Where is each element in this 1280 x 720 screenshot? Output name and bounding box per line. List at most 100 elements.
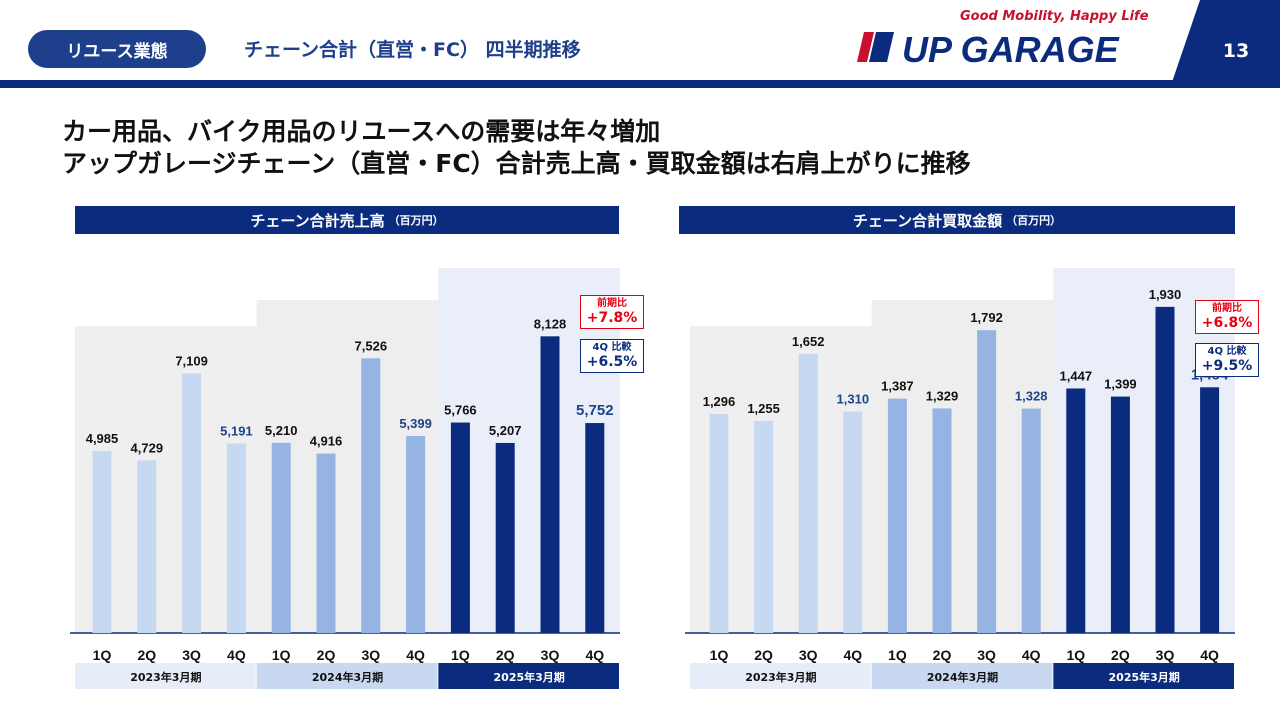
chart-purchases-unit: （百万円） [1006,214,1062,227]
x-tick-label: 1Q [451,647,470,663]
data-label: 1,447 [1060,368,1093,383]
period-label-band [256,663,438,689]
4q-badge-label: 4Q 比較 [592,342,632,353]
bar [1200,387,1220,633]
data-label: 4,985 [86,431,119,446]
chart-sales-plot: 4,985 1Q 4,729 2Q 7,109 3Q 5,191 4Q 5,210 1Q 4,916… [70,268,620,689]
data-label: 1,652 [792,334,825,349]
x-tick-label: 2Q [933,647,952,663]
headline-line-2: アップガレージチェーン（直営・FC）合計売上高・買取金額は右肩上がりに推移 [62,149,971,178]
bar [316,453,336,633]
bar [540,336,560,633]
yoy-badge-label: 前期比 [1212,303,1242,314]
bar [406,435,426,633]
bar [137,460,157,633]
data-label: 1,310 [837,392,870,407]
period-label: 2023年3月期 [130,670,201,684]
page-number: 13 [1222,40,1250,62]
up-garage-logo: UP GARAGE [857,29,1120,70]
bar [843,411,863,633]
chart-sales-4q-badge: 4Q 比較 +6.5% [580,339,644,373]
x-tick-label: 4Q [1022,647,1041,663]
chart-sales: 4,985 1Q 4,729 2Q 7,109 3Q 5,191 4Q 5,210 1Q 4,916… [0,200,644,700]
period-label: 2024年3月期 [927,670,998,684]
x-tick-label: 3Q [361,647,380,663]
data-label: 7,526 [355,338,388,353]
x-tick-label: 2Q [496,647,515,663]
chart-purchases-yoy-badge: 前期比 +6.8% [1195,300,1259,334]
bar [1155,306,1175,633]
page-title: チェーン合計（直営・FC） 四半期推移 [244,39,581,61]
yoy-badge-value: +7.8% [586,309,638,326]
x-tick-label: 3Q [799,647,818,663]
4q-badge-value: +9.5% [1201,357,1253,374]
bar [754,420,774,633]
bar [92,451,112,633]
x-tick-label: 2Q [1111,647,1130,663]
chart-sales-title-text: チェーン合計売上高 [250,211,385,230]
period-label-band [690,663,871,689]
x-tick-label: 3Q [977,647,996,663]
data-label: 5,766 [444,403,477,418]
x-tick-label: 1Q [1066,647,1085,663]
x-tick-label: 4Q [406,647,425,663]
bar [585,423,605,633]
bar [361,358,381,633]
data-label: 5,191 [220,424,253,439]
data-label: 4,916 [310,434,343,449]
bar [932,408,952,633]
data-label: 5,210 [265,423,298,438]
data-label: 5,752 [576,402,614,419]
period-label: 2024年3月期 [312,670,383,684]
x-tick-label: 4Q [843,647,862,663]
logo-text: UP GARAGE [902,29,1120,70]
x-tick-label: 2Q [137,647,156,663]
data-label: 1,399 [1104,377,1137,392]
chart-purchases-title: チェーン合計買取金額 （百万円） [679,206,1235,234]
x-tick-label: 1Q [272,647,291,663]
section-badge: リユース業態 [28,30,206,68]
x-tick-label: 4Q [227,647,246,663]
data-label: 1,792 [970,310,1003,325]
bar [709,414,729,633]
data-label: 7,109 [175,354,208,369]
period-label-band [1053,663,1234,689]
data-label: 4,729 [131,440,164,455]
bar [1110,396,1130,633]
bar [798,353,818,633]
header-rule [0,80,1280,88]
chart-purchases: 1,296 1Q 1,255 2Q 1,652 3Q 1,310 4Q 1,387 1Q 1,329… [615,200,1259,700]
chart-sales-title: チェーン合計売上高 （百万円） [75,206,619,234]
data-label: 1,387 [881,379,914,394]
x-tick-label: 2Q [754,647,773,663]
x-tick-label: 3Q [182,647,201,663]
data-label: 1,255 [747,401,780,416]
4q-badge-label: 4Q 比較 [1207,346,1247,357]
x-tick-label: 3Q [1156,647,1175,663]
data-label: 1,930 [1149,287,1182,302]
yoy-badge-value: +6.8% [1201,314,1253,331]
bar [271,442,291,633]
period-label-band [871,663,1053,689]
x-tick-label: 1Q [710,647,729,663]
bar [495,442,515,633]
brand-tagline: Good Mobility, Happy Life [960,9,1149,24]
x-tick-label: 4Q [585,647,604,663]
bar [226,443,246,633]
x-tick-label: 2Q [317,647,336,663]
chart-sales-unit: （百万円） [388,214,444,227]
4q-badge-value: +6.5% [586,353,638,370]
data-label: 1,296 [703,394,736,409]
x-tick-label: 1Q [93,647,112,663]
bar [887,398,907,633]
yoy-badge-label: 前期比 [597,298,627,309]
period-label: 2025年3月期 [1109,670,1180,684]
data-label: 5,399 [399,416,432,431]
data-label: 1,329 [926,388,959,403]
chart-sales-yoy-badge: 前期比 +7.8% [580,295,644,329]
data-label: 5,207 [489,423,522,438]
data-label: 1,328 [1015,389,1048,404]
chart-purchases-title-text: チェーン合計買取金額 [852,211,1003,230]
period-label-band [75,663,256,689]
period-label: 2023年3月期 [745,670,816,684]
